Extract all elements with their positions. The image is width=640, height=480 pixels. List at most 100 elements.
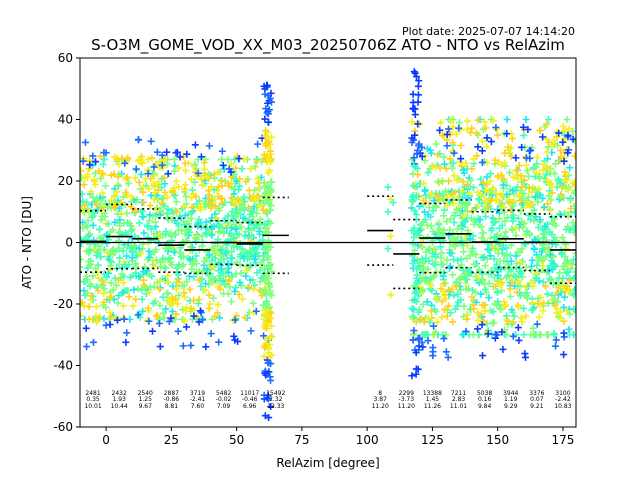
scatter-point [239, 214, 247, 222]
scatter-point [417, 221, 425, 229]
scatter-point [452, 130, 460, 138]
scatter-point [411, 105, 419, 113]
scatter-point [512, 166, 520, 174]
scatter-point [183, 277, 191, 285]
scatter-point [559, 234, 567, 242]
scatter-point [454, 256, 462, 264]
scatter-point [427, 282, 435, 290]
scatter-point [523, 167, 531, 175]
scatter-point [172, 285, 180, 293]
scatter-point [89, 338, 97, 346]
scatter-point [137, 250, 145, 258]
scatter-point [544, 116, 552, 123]
scatter-point [565, 125, 573, 133]
scatter-point [260, 151, 268, 159]
scatter-point [231, 201, 239, 209]
scatter-point [484, 330, 492, 338]
scatter-point [134, 136, 142, 144]
scatter-point [482, 213, 490, 221]
scatter-point [447, 215, 455, 223]
scatter-point [431, 331, 439, 339]
scatter-point [440, 269, 448, 277]
scatter-point [522, 312, 530, 320]
scatter-point [218, 177, 226, 185]
scatter-point [522, 116, 530, 123]
scatter-point [441, 160, 449, 168]
scatter-point [99, 160, 107, 168]
scatter-point [89, 194, 97, 202]
scatter-point [155, 320, 163, 328]
scatter-point [508, 135, 516, 143]
scatter-point [235, 290, 243, 298]
scatter-point [435, 219, 443, 227]
scatter-point [533, 261, 541, 269]
scatter-point [150, 248, 158, 256]
scatter-point [529, 324, 537, 332]
scatter-point [90, 176, 98, 184]
x-tick-label: 25 [164, 433, 179, 447]
scatter-point [412, 349, 420, 357]
scatter-point [510, 173, 518, 181]
scatter-point [161, 180, 169, 188]
scatter-point [457, 273, 465, 281]
x-tick-label: 175 [551, 433, 574, 447]
scatter-point [106, 320, 114, 328]
scatter-point [267, 155, 275, 163]
scatter-point [128, 193, 136, 201]
scatter-point [412, 318, 420, 326]
scatter-point [543, 176, 551, 184]
bin-std-label: 9.67 [139, 403, 153, 410]
scatter-point [180, 203, 188, 211]
scatter-point [450, 219, 458, 227]
bin-std-label: 11.01 [450, 403, 467, 410]
scatter-point [80, 167, 85, 175]
scatter-point [533, 274, 541, 282]
scatter-point [423, 331, 431, 339]
scatter-point [490, 319, 498, 327]
scatter-point [537, 293, 545, 301]
scatter-point [240, 206, 248, 214]
scatter-point [425, 204, 433, 212]
scatter-point [251, 252, 259, 260]
scatter-point [125, 293, 133, 301]
scatter-point [502, 331, 510, 339]
scatter-point [84, 217, 92, 225]
x-axis-label: RelAzim [degree] [276, 456, 379, 470]
scatter-point [172, 310, 180, 318]
scatter-point [219, 244, 227, 252]
scatter-point [560, 351, 568, 359]
scatter-point [534, 300, 542, 308]
scatter-point [497, 265, 505, 273]
scatter-point [453, 176, 461, 184]
scatter-point [450, 292, 458, 300]
scatter-point [466, 189, 474, 197]
scatter-point [560, 265, 568, 273]
scatter-point [446, 155, 454, 163]
scatter-point [89, 221, 97, 229]
scatter-point [132, 269, 140, 277]
scatter-point [474, 316, 482, 324]
x-tick-label: 150 [486, 433, 509, 447]
scatter-point [564, 268, 572, 276]
scatter-point [212, 202, 220, 210]
scatter-point [201, 155, 209, 163]
scatter-point [115, 260, 123, 268]
scatter-point [522, 263, 530, 271]
scatter-point [440, 335, 448, 343]
scatter-point [80, 224, 87, 232]
scatter-point [170, 155, 178, 163]
scatter-point [481, 262, 489, 270]
scatter-point [87, 280, 95, 288]
scatter-point [424, 211, 432, 219]
scatter-point [121, 159, 129, 167]
scatter-point [561, 168, 569, 176]
scatter-point [557, 191, 565, 199]
scatter-point [154, 206, 162, 214]
scatter-point [457, 223, 465, 231]
scatter-point [548, 183, 556, 191]
y-tick-label: 20 [58, 174, 73, 188]
scatter-point [251, 196, 259, 204]
scatter-point [106, 308, 114, 316]
scatter-point [96, 226, 104, 234]
scatter-point [503, 116, 511, 123]
